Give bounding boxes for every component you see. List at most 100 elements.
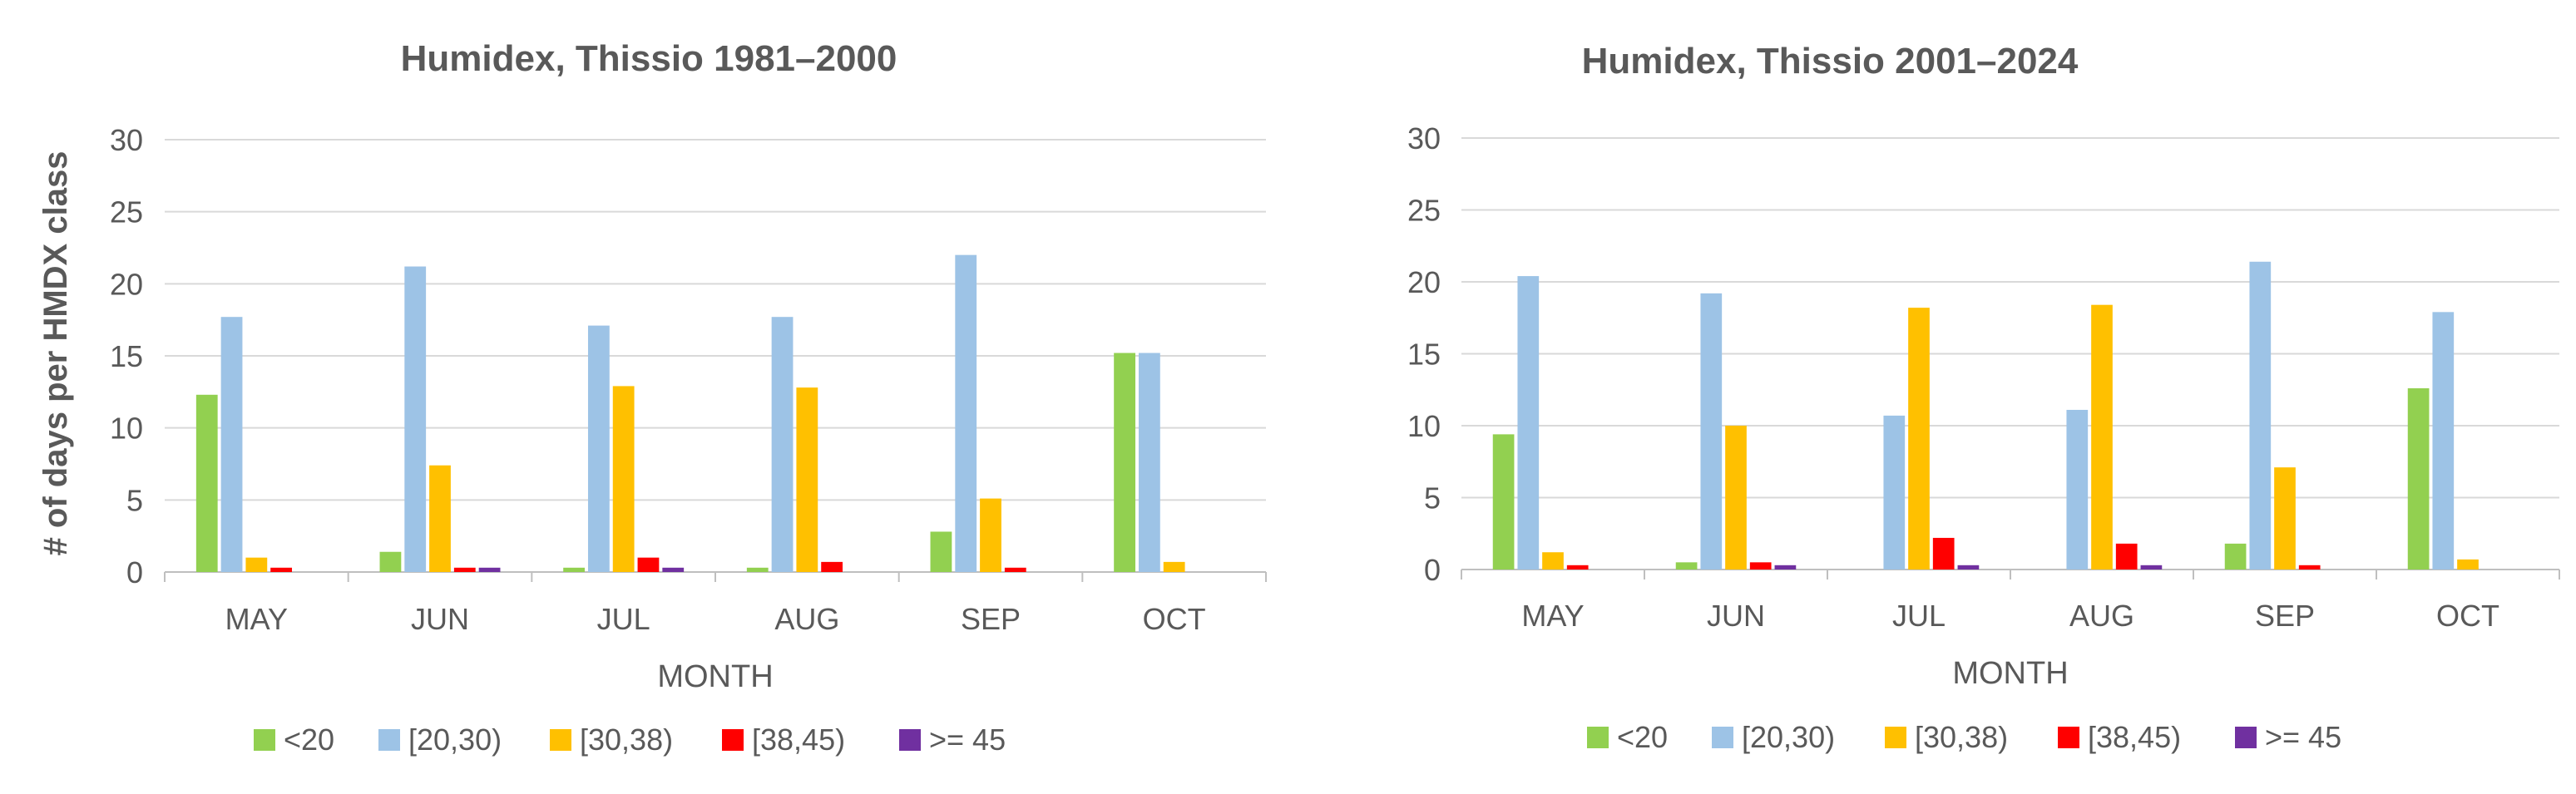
bar-sep-series-1 xyxy=(2249,261,2272,570)
legend-swatch xyxy=(1587,727,1609,748)
bar-sep-series-0 xyxy=(2224,543,2247,570)
bar-jun-series-3 xyxy=(1749,562,1772,570)
x-tick-label: SEP xyxy=(2255,599,2315,633)
bar-aug-series-2 xyxy=(2091,304,2113,570)
y-tick-label: 10 xyxy=(110,412,143,446)
y-tick-label: 15 xyxy=(1407,338,1441,372)
bar-jun-series-2 xyxy=(1725,426,1747,570)
bar-jul-series-1 xyxy=(1883,415,1906,570)
legend-label: [30,38) xyxy=(580,722,673,757)
x-tick-label: OCT xyxy=(2436,599,2499,633)
bar-sep-series-2 xyxy=(980,498,1001,572)
bar-may-series-2 xyxy=(245,557,268,572)
legend-item: [38,45) xyxy=(2058,720,2181,754)
bar-aug-series-3 xyxy=(2115,543,2138,570)
legend-item: >= 45 xyxy=(2235,720,2341,754)
chart-title: Humidex, Thissio 1981–2000 xyxy=(401,38,897,79)
bar-aug-series-4 xyxy=(2140,565,2163,570)
bar-may-series-1 xyxy=(1517,276,1540,570)
chart-title: Humidex, Thissio 2001–2024 xyxy=(1582,41,2079,81)
y-tick-label: 5 xyxy=(1424,481,1441,515)
bar-jul-series-1 xyxy=(587,325,610,572)
chart-left: Humidex, Thissio 1981–2000 # of days per… xyxy=(0,0,1281,794)
bar-jun-series-4 xyxy=(478,567,501,572)
legend-swatch xyxy=(899,729,921,751)
bar-jun-series-0 xyxy=(379,551,402,572)
bar-jun-series-4 xyxy=(1774,565,1797,570)
x-tick-label: AUG xyxy=(2069,599,2134,633)
legend-label: [20,30) xyxy=(1742,720,1835,754)
y-tick-label: 5 xyxy=(126,483,143,517)
legend-item: [30,38) xyxy=(1885,720,2008,754)
bar-oct-series-2 xyxy=(2457,559,2479,570)
bar-jul-series-4 xyxy=(1957,565,1980,570)
legend: <20 [20,30) [30,38) [38,45) >= 45 xyxy=(1587,720,2341,754)
bar-aug-series-1 xyxy=(2066,409,2089,570)
bar-oct-series-1 xyxy=(2432,312,2455,570)
bar-oct-series-0 xyxy=(1114,353,1135,572)
bar-jul-series-2 xyxy=(612,386,635,572)
bar-sep-series-3 xyxy=(2298,565,2321,570)
bar-oct-series-2 xyxy=(1163,561,1185,572)
bar-jul-series-4 xyxy=(662,567,685,572)
y-tick-label: 20 xyxy=(110,267,143,301)
bar-may-series-1 xyxy=(220,317,243,572)
legend-swatch xyxy=(1885,727,1906,748)
bar-jun-series-1 xyxy=(404,266,427,572)
bar-jun-series-0 xyxy=(1675,562,1698,570)
y-tick-label: 30 xyxy=(110,123,143,157)
x-tick-label: JUN xyxy=(411,602,469,636)
legend-label: [38,45) xyxy=(752,722,845,757)
legend-item: [20,30) xyxy=(1712,720,1835,754)
legend-swatch xyxy=(1712,727,1733,748)
legend-item: [30,38) xyxy=(550,722,673,757)
legend-label: [38,45) xyxy=(2088,720,2181,754)
bar-jul-series-0 xyxy=(563,567,585,572)
bar-may-series-0 xyxy=(195,394,218,572)
x-axis-label: MONTH xyxy=(657,659,773,694)
y-tick-label: 0 xyxy=(1424,553,1441,587)
bar-jun-series-3 xyxy=(453,567,476,572)
legend-item: [20,30) xyxy=(378,722,502,757)
bar-jul-series-3 xyxy=(1932,537,1955,570)
chart-right-svg: Humidex, Thissio 2001–2024 MONTH 0 5 10 15 2… xyxy=(1407,41,2560,754)
y-tick-label: 25 xyxy=(1407,194,1441,228)
y-tick-label: 30 xyxy=(1407,121,1441,155)
x-tick-label: MAY xyxy=(1521,599,1584,633)
legend-swatch xyxy=(378,729,400,751)
x-axis-label: MONTH xyxy=(1952,656,2068,691)
bar-sep-series-3 xyxy=(1004,567,1026,572)
legend: <20 [20,30) [30,38) [38,45) >= 45 xyxy=(254,722,1006,757)
bar-may-series-3 xyxy=(1566,565,1589,570)
legend-label: <20 xyxy=(284,722,334,757)
y-tick-label: 25 xyxy=(110,195,143,229)
legend-item: [38,45) xyxy=(722,722,845,757)
bar-oct-series-1 xyxy=(1138,353,1160,572)
bar-may-series-3 xyxy=(270,567,293,572)
bar-aug-series-0 xyxy=(746,567,769,572)
bar-aug-series-3 xyxy=(821,561,843,572)
legend-swatch xyxy=(254,729,275,751)
chart-left-svg: Humidex, Thissio 1981–2000 # of days per… xyxy=(37,38,1267,757)
legend-label: <20 xyxy=(1617,720,1668,754)
y-tick-label: 0 xyxy=(126,555,143,589)
bar-sep-series-0 xyxy=(930,531,952,572)
legend-swatch xyxy=(550,729,571,751)
x-tick-label: JUN xyxy=(1707,599,1765,633)
bar-oct-series-0 xyxy=(2407,388,2430,570)
bar-aug-series-2 xyxy=(796,387,818,572)
x-tick-label: OCT xyxy=(1143,602,1206,636)
y-tick-label: 10 xyxy=(1407,409,1441,443)
legend-label: [30,38) xyxy=(1915,720,2008,754)
bar-jul-series-3 xyxy=(637,557,660,572)
y-tick-label: 15 xyxy=(110,339,143,373)
bar-sep-series-2 xyxy=(2274,467,2296,570)
bar-sep-series-1 xyxy=(955,254,977,572)
legend-label: >= 45 xyxy=(2265,720,2341,754)
bar-jul-series-2 xyxy=(1908,308,1930,570)
x-tick-label: AUG xyxy=(774,602,839,636)
chart-right: Humidex, Thissio 2001–2024 MONTH 0 5 10 15 2… xyxy=(1298,0,2576,794)
legend-swatch xyxy=(722,729,744,751)
x-tick-label: JUL xyxy=(1892,599,1946,633)
legend-item: <20 xyxy=(254,722,334,757)
